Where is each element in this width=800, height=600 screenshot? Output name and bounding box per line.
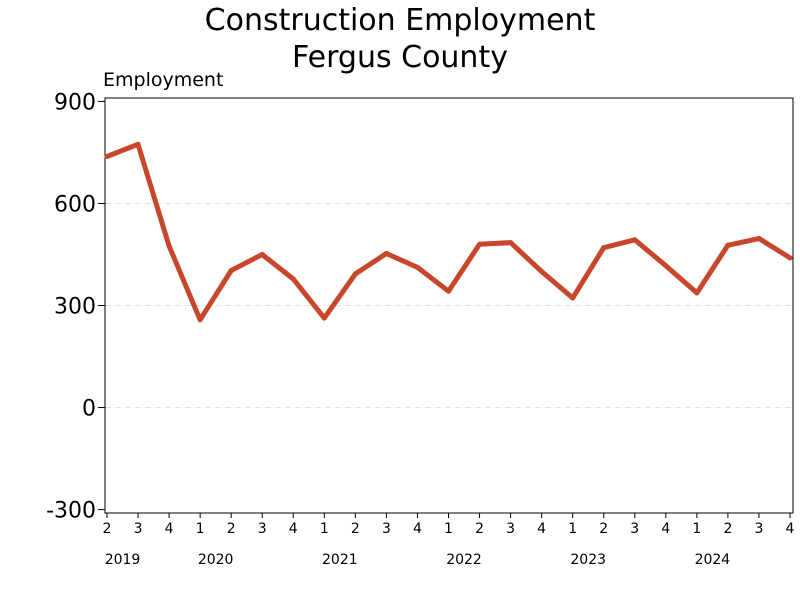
year-label: 2019 bbox=[105, 552, 141, 568]
data-point bbox=[383, 250, 389, 256]
data-point bbox=[135, 141, 141, 147]
data-point bbox=[477, 241, 483, 247]
data-point bbox=[197, 317, 203, 323]
data-point bbox=[228, 267, 234, 273]
grid-lines bbox=[105, 202, 793, 409]
x-tick-label: 3 bbox=[258, 521, 267, 537]
data-point bbox=[694, 290, 700, 296]
x-tick-label: 1 bbox=[692, 521, 701, 537]
data-point bbox=[570, 295, 576, 301]
x-tick-label: 2 bbox=[599, 521, 608, 537]
x-tick-label: 3 bbox=[754, 521, 763, 537]
x-tick-label: 1 bbox=[444, 521, 453, 537]
x-tick-label: 3 bbox=[134, 521, 143, 537]
data-point bbox=[539, 268, 545, 274]
x-tick-label: 4 bbox=[786, 521, 795, 537]
year-label: 2024 bbox=[695, 552, 731, 568]
data-point bbox=[632, 237, 638, 243]
data-point bbox=[414, 264, 420, 270]
y-tick-label: 300 bbox=[54, 295, 96, 320]
x-tick-label: 4 bbox=[289, 521, 298, 537]
data-point bbox=[166, 243, 172, 249]
y-tick-label: 0 bbox=[82, 397, 96, 422]
y-tick-label: 600 bbox=[54, 192, 96, 217]
data-point bbox=[508, 240, 514, 246]
data-point bbox=[321, 315, 327, 321]
x-tick-label: 2 bbox=[103, 521, 112, 537]
chart-title-line-2: Fergus County bbox=[292, 40, 508, 75]
year-label: 2023 bbox=[570, 552, 606, 568]
data-point bbox=[290, 276, 296, 282]
x-tick-label: 2 bbox=[723, 521, 732, 537]
x-axis: 2 3 4 1 2 3 4 1 2 3 4 1 2 3 4 1 2 3 4 1 2 3 4 2019 2020 2021 2022 2… bbox=[103, 513, 795, 568]
data-point bbox=[601, 245, 607, 251]
chart-title-line-1: Construction Employment bbox=[205, 3, 596, 38]
x-tick-label: 4 bbox=[165, 521, 174, 537]
x-tick-label: 1 bbox=[196, 521, 205, 537]
data-point bbox=[446, 288, 451, 294]
year-label: 2021 bbox=[322, 552, 358, 568]
data-point bbox=[787, 255, 793, 261]
x-tick-label: 3 bbox=[506, 521, 515, 537]
x-tick-label: 3 bbox=[382, 521, 391, 537]
x-tick-label: 4 bbox=[413, 521, 422, 537]
data-point bbox=[725, 242, 731, 248]
series-layer bbox=[104, 141, 793, 323]
y-axis-label: Employment bbox=[103, 69, 223, 91]
x-tick-label: 2 bbox=[351, 521, 360, 537]
data-point bbox=[352, 271, 358, 277]
x-tick-label: 1 bbox=[320, 521, 329, 537]
x-tick-label: 2 bbox=[475, 521, 484, 537]
year-label: 2020 bbox=[198, 552, 234, 568]
data-point bbox=[259, 251, 265, 257]
data-point bbox=[663, 263, 669, 269]
x-tick-label: 4 bbox=[537, 521, 546, 537]
data-point bbox=[756, 235, 762, 241]
x-tick-label: 3 bbox=[630, 521, 639, 537]
x-tick-label: 2 bbox=[227, 521, 236, 537]
y-tick-label: -300 bbox=[46, 499, 96, 524]
x-tick-label: 4 bbox=[661, 521, 670, 537]
year-label: 2022 bbox=[446, 552, 482, 568]
y-axis: 900 600 300 0 -300 bbox=[46, 90, 105, 524]
y-tick-label: 900 bbox=[54, 90, 96, 115]
data-point bbox=[104, 154, 110, 160]
x-tick-label: 1 bbox=[568, 521, 577, 537]
